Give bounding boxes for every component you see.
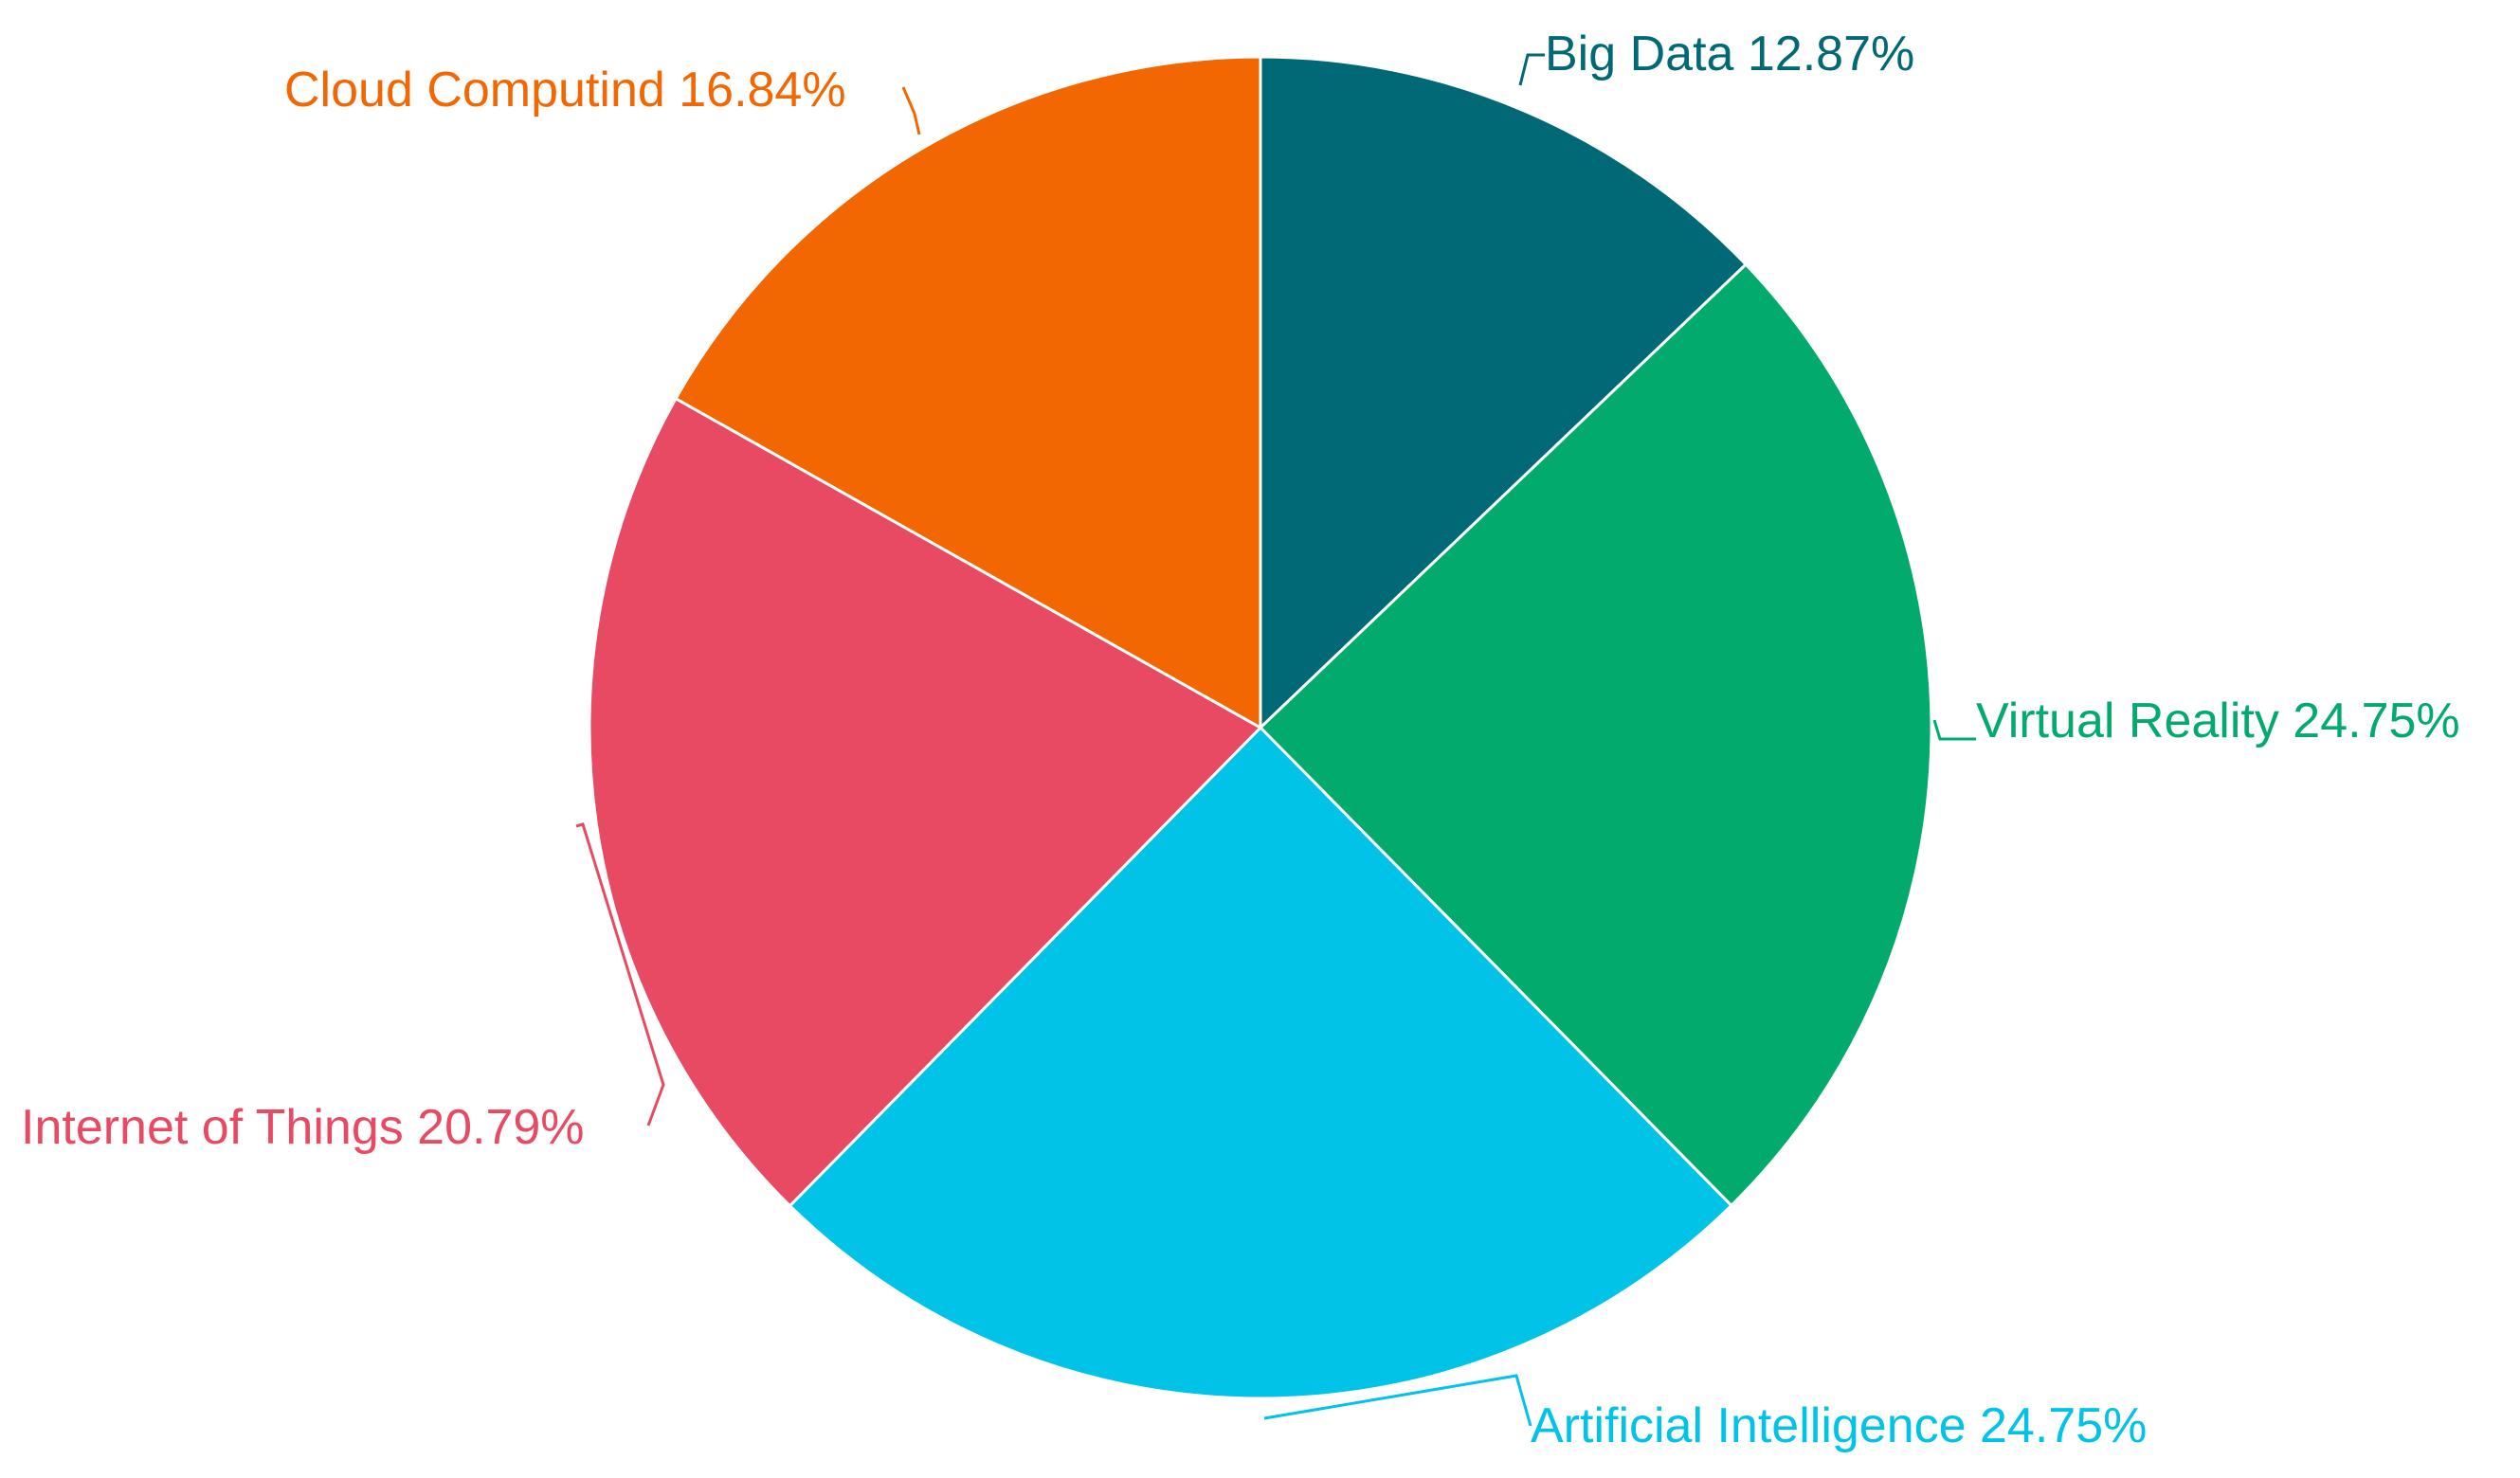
pie-slice-virtual-reality [1258,262,1933,1208]
pie-slices [588,55,1933,1400]
leader-line-virtual-reality [1932,719,1976,741]
slice-label-big-data: Big Data 12.87% [1545,27,1914,81]
pie-slice-cloud-computind [673,55,1262,730]
leader-line-big-data [1518,53,1545,86]
leader-line-cloud-computind [901,86,921,135]
pie-slice-artificial-intelligence [788,725,1733,1400]
leader-lines [575,53,1976,1427]
slice-label-virtual-reality: Virtual Reality 24.75% [1976,694,2460,748]
slice-labels: Big Data 12.87% Virtual Reality 24.75% Art… [21,27,2460,1453]
pie-slice-internet-of-things [588,396,1263,1208]
leader-line-artificial-intelligence [1263,1374,1532,1427]
leader-line-internet-of-things [575,822,665,1127]
slice-label-cloud-computind: Cloud Computind 16.84% [284,63,846,117]
slice-label-internet-of-things: Internet of Things 20.79% [21,1100,585,1155]
slice-label-artificial-intelligence: Artificial Intelligence 24.75% [1531,1398,2147,1453]
pie-slice-big-data [1259,55,1749,731]
